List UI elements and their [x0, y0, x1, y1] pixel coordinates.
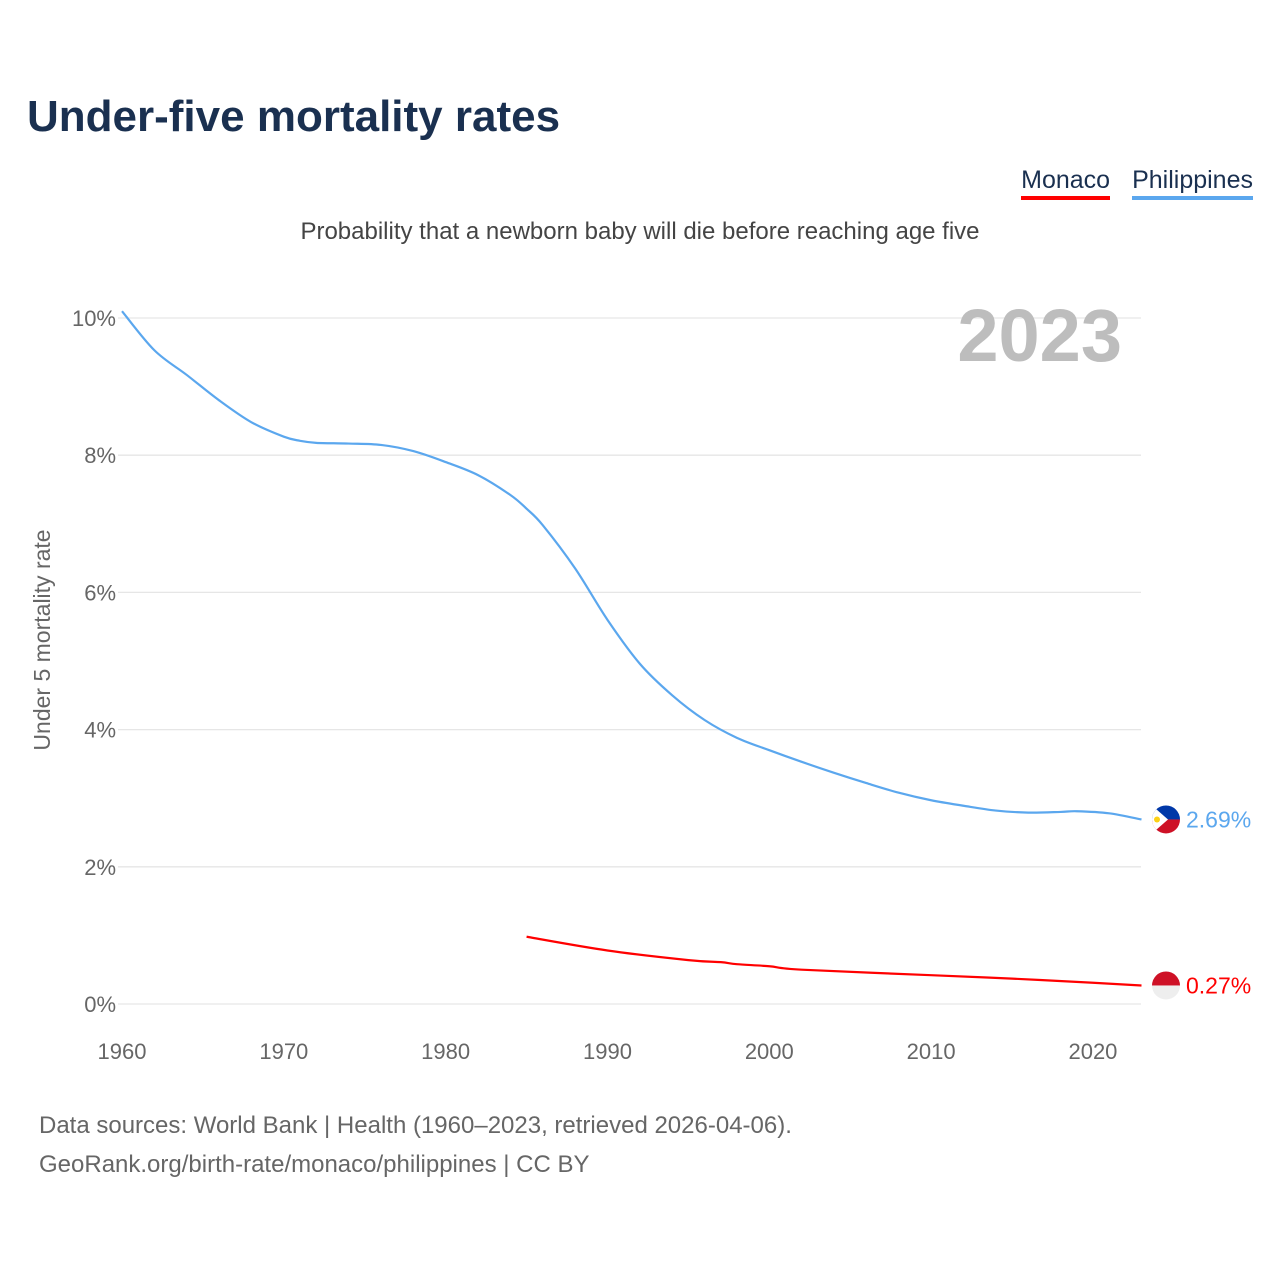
legend: Monaco Philippines [1021, 166, 1253, 200]
source-link[interactable]: GeoRank.org/birth-rate/monaco/philippine… [39, 1151, 590, 1178]
flag-philippines-icon [1152, 805, 1180, 834]
y-tick-label: 8% [84, 443, 116, 468]
legend-philippines[interactable]: Philippines [1132, 166, 1253, 200]
year-label: 2023 [957, 294, 1122, 377]
legend-monaco[interactable]: Monaco [1021, 166, 1111, 200]
y-tick-label: 10% [72, 306, 116, 331]
y-tick-label: 2% [84, 855, 116, 880]
x-tick-label: 1980 [421, 1039, 470, 1064]
series-line-philippines [121, 310, 1142, 821]
series-line-monaco [526, 935, 1142, 987]
end-label-philippines: 2.69% [1186, 806, 1251, 832]
flag-monaco-icon [1152, 971, 1180, 1000]
x-tick-label: 1990 [583, 1039, 632, 1064]
y-axis-label: Under 5 mortality rate [29, 529, 55, 750]
y-tick-label: 0% [84, 992, 116, 1017]
y-tick-label: 4% [84, 718, 116, 743]
chart-subtitle: Probability that a newborn baby will die… [300, 218, 980, 245]
x-tick-label: 1970 [259, 1039, 308, 1064]
x-tick-label: 2010 [907, 1039, 956, 1064]
x-tick-label: 2000 [745, 1039, 794, 1064]
x-tick-label: 2020 [1068, 1039, 1117, 1064]
y-tick-label: 6% [84, 580, 116, 605]
chart-title: Under-five mortality rates [27, 92, 561, 141]
x-tick-label: 1960 [98, 1039, 147, 1064]
footer: Data sources: World Bank | Health (1960–… [39, 1106, 792, 1184]
data-source: Data sources: World Bank | Health (1960–… [39, 1112, 792, 1139]
end-label-monaco: 0.27% [1186, 972, 1251, 998]
